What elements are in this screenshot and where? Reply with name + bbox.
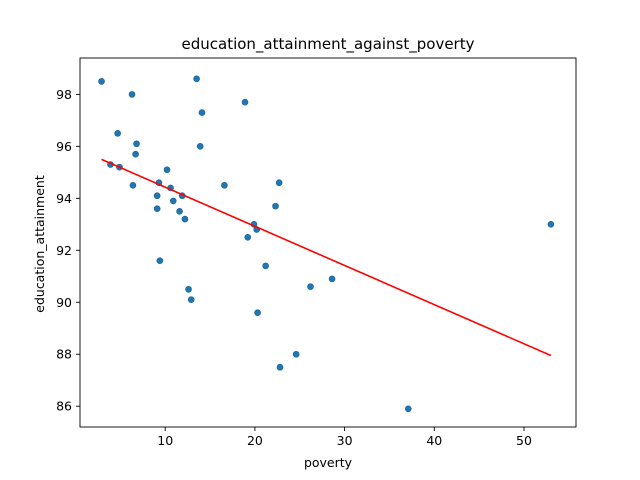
x-tick-label-50: 50 [516, 433, 532, 448]
scatter-point-27 [244, 234, 252, 241]
x-axis: 10 20 30 40 50 [157, 427, 532, 448]
x-tick-label-10: 10 [157, 433, 173, 448]
scatter-point-36 [276, 363, 284, 371]
scatter-point-32 [185, 285, 192, 293]
y-axis-label: education_attainment [32, 175, 47, 313]
scatter-point-22 [176, 208, 183, 215]
y-tick-label-94: 94 [56, 191, 72, 206]
scatter-point-29 [262, 262, 269, 270]
plot-area [79, 57, 577, 428]
scatter-point-34 [254, 309, 261, 316]
x-tick-label-40: 40 [426, 433, 442, 448]
x-axis-label: poverty [304, 455, 353, 470]
scatter-point-8 [132, 150, 139, 158]
scatter-point-19 [169, 197, 177, 205]
chart-title: education_attainment_against_poverty [182, 35, 475, 54]
scatter-point-28 [156, 257, 164, 264]
scatter-point-33 [187, 296, 195, 303]
scatter-point-30 [328, 275, 336, 283]
x-tick-label-20: 20 [247, 433, 263, 448]
y-tick-label-98: 98 [56, 87, 72, 102]
scatter-point-26 [547, 221, 555, 228]
scatter-point-6 [133, 140, 140, 148]
scatter-point-7 [196, 143, 204, 150]
y-tick-label-90: 90 [56, 295, 72, 310]
scatter-point-23 [181, 215, 189, 223]
y-tick-label-88: 88 [56, 347, 72, 362]
scatter-point-0 [98, 78, 105, 85]
x-tick-label-30: 30 [337, 433, 353, 448]
axes-frame [79, 57, 577, 428]
regression-line [101, 158, 552, 357]
y-tick-label-86: 86 [56, 399, 72, 414]
scatter-point-3 [198, 109, 206, 116]
scatter-point-15 [221, 182, 228, 189]
scatter-point-14 [129, 182, 137, 189]
scatter-point-17 [153, 192, 161, 200]
scatter-point-31 [307, 283, 314, 290]
scatter-point-20 [272, 202, 279, 210]
scatter-point-35 [292, 350, 300, 358]
y-axis: 86 88 90 92 94 96 98 [56, 87, 80, 414]
y-tick-label-92: 92 [56, 243, 72, 258]
scatter-point-1 [128, 91, 136, 98]
scatter-point-2 [193, 75, 200, 83]
scatter-point-5 [114, 130, 121, 137]
y-tick-label-96: 96 [56, 139, 72, 154]
scatter-point-21 [153, 205, 161, 213]
scatter-point-11 [163, 166, 171, 174]
scatter-point-4 [241, 98, 249, 106]
scatter-point-13 [275, 179, 283, 187]
scatter-point-37 [404, 405, 412, 413]
